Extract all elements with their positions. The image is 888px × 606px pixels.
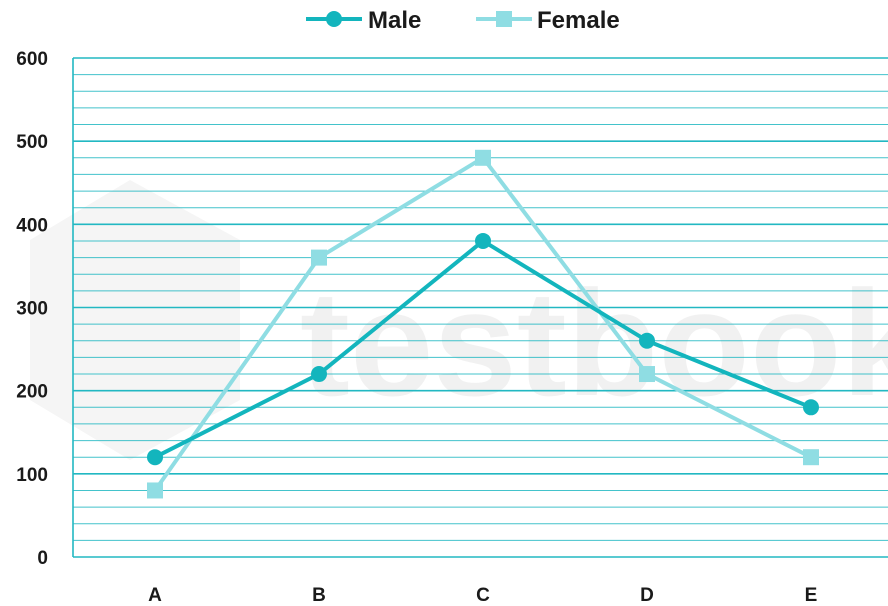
female-data-point (311, 249, 327, 266)
y-tick-labels: 0 100 200 300 400 500 600 (16, 49, 48, 569)
female-data-point (475, 149, 491, 166)
y-tick-label: 500 (16, 132, 48, 153)
male-legend-marker (326, 11, 342, 27)
legend: Male Female (306, 7, 620, 34)
y-tick-label: 100 (16, 465, 48, 486)
series-lines (147, 149, 819, 499)
axes (72, 58, 888, 558)
x-tick-label: A (148, 585, 162, 606)
female-legend-marker (496, 11, 512, 27)
x-tick-label: B (312, 585, 326, 606)
female-data-point (639, 366, 655, 383)
male-data-point (639, 332, 655, 349)
x-tick-label: E (805, 585, 818, 606)
male-data-point (475, 232, 491, 249)
y-tick-label: 200 (16, 382, 48, 403)
male-data-point (147, 449, 163, 466)
female-data-point (803, 449, 819, 466)
x-tick-label: D (640, 585, 654, 606)
testbook-watermark: testbook (30, 180, 888, 460)
x-tick-label: C (476, 585, 490, 606)
gridlines (73, 57, 888, 541)
y-tick-label: 600 (16, 49, 48, 70)
y-tick-label: 0 (37, 548, 48, 569)
female-legend-label: Female (537, 7, 620, 34)
male-data-point (803, 399, 819, 416)
female-data-point (147, 482, 163, 499)
y-tick-label: 400 (16, 215, 48, 236)
male-data-point (311, 366, 327, 383)
male-legend-label: Male (368, 7, 421, 34)
x-tick-labels: A B C D E (148, 585, 817, 606)
y-tick-label: 300 (16, 299, 48, 320)
